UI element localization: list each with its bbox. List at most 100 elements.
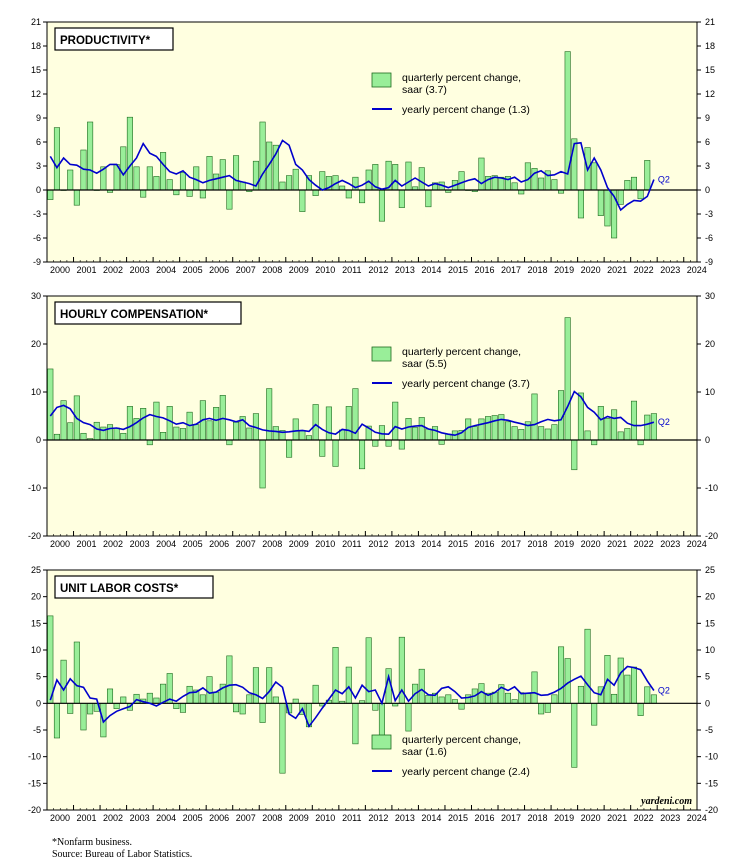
y-tick-label-right: 30 <box>705 291 715 301</box>
bar <box>140 408 147 441</box>
y-tick-label-left: 21 <box>31 17 41 27</box>
bar <box>584 628 591 704</box>
x-tick-label: 2024 <box>687 539 707 549</box>
bar <box>332 439 339 467</box>
x-tick-label: 2015 <box>448 813 468 823</box>
bar <box>319 171 326 191</box>
x-tick-label: 2018 <box>528 265 548 275</box>
x-tick-label: 2003 <box>130 265 150 275</box>
bar <box>179 172 186 191</box>
bar <box>558 646 565 704</box>
bar <box>518 429 525 441</box>
bar <box>511 426 518 441</box>
bar <box>259 121 266 191</box>
bar <box>445 694 452 704</box>
bar <box>206 420 213 441</box>
plot-area <box>46 21 698 263</box>
bar <box>544 428 551 441</box>
bar <box>173 703 180 709</box>
bar <box>418 417 425 441</box>
x-tick-label: 2008 <box>262 265 282 275</box>
bar <box>166 406 173 441</box>
bar <box>312 404 319 441</box>
bar <box>431 426 439 441</box>
bar <box>325 406 332 441</box>
bar <box>120 696 127 704</box>
bar <box>233 155 240 191</box>
bar <box>571 439 578 471</box>
bar <box>299 430 306 441</box>
legend-line-label: yearly percent change (2.4) <box>402 766 530 778</box>
bar <box>458 171 465 191</box>
x-tick-label: 2011 <box>342 813 361 823</box>
bar <box>405 418 412 441</box>
x-tick-label: 2013 <box>395 813 415 823</box>
y-tick-label-left: 15 <box>31 65 41 75</box>
bar <box>491 415 498 441</box>
y-tick-label-right: -20 <box>705 531 718 541</box>
bar <box>345 189 352 199</box>
bar <box>113 427 120 441</box>
legend-bar-swatch <box>371 346 392 362</box>
y-tick-label-left: 5 <box>36 672 41 682</box>
bar <box>385 439 392 447</box>
bar <box>650 413 657 441</box>
x-tick-label: 2008 <box>262 539 282 549</box>
bar <box>153 176 160 191</box>
bar <box>465 694 472 704</box>
bar <box>478 418 485 441</box>
bar <box>365 637 372 704</box>
chart-title: PRODUCTIVITY* <box>60 35 151 47</box>
legend-bar-label: quarterly percent change, saar (1.6) <box>402 734 521 758</box>
y-tick-label-right: 15 <box>705 618 715 628</box>
end-label: Q2 <box>658 417 670 427</box>
bar <box>233 421 240 441</box>
x-tick-label: 2017 <box>501 813 521 823</box>
y-tick-label-right: -9 <box>705 257 713 267</box>
bar <box>577 189 584 219</box>
bar <box>551 179 558 191</box>
bar <box>186 189 193 197</box>
bar <box>524 162 531 191</box>
bar <box>292 698 299 704</box>
x-tick-label: 2012 <box>368 813 388 823</box>
y-tick-label-right: 6 <box>705 137 710 147</box>
bar <box>378 189 385 222</box>
x-tick-label: 2001 <box>77 539 97 549</box>
bar <box>551 694 558 704</box>
y-tick-label-right: 5 <box>705 672 710 682</box>
x-tick-label: 2018 <box>528 539 548 549</box>
y-tick-label-left: 0 <box>36 185 41 195</box>
y-tick-label-left: -15 <box>28 778 41 788</box>
bar <box>438 439 445 445</box>
bar <box>93 421 100 441</box>
bar <box>206 676 213 704</box>
bar <box>372 439 379 447</box>
bar <box>511 182 518 191</box>
x-tick-label: 2020 <box>581 265 601 275</box>
y-tick-label-left: 3 <box>36 161 41 171</box>
x-tick-label: 2001 <box>77 813 97 823</box>
bar <box>67 703 74 714</box>
bar <box>372 703 379 711</box>
x-tick-label: 2021 <box>607 813 627 823</box>
chart-panel-1: -9 -9 -6 -6 -3 -3 0 0 3 3 6 6 9 9 12 12 15 15 18 18 21 21 2000… <box>31 17 715 275</box>
y-tick-label-left: 15 <box>31 618 41 628</box>
y-tick-label-left: 12 <box>31 89 41 99</box>
y-tick-label-right: 10 <box>705 387 715 397</box>
bar <box>644 414 651 441</box>
x-tick-label: 2005 <box>183 539 203 549</box>
x-tick-label: 2020 <box>581 539 601 549</box>
legend-bar-swatch <box>371 72 392 88</box>
y-tick-label-left: 18 <box>31 41 41 51</box>
bar <box>644 686 651 704</box>
bar <box>67 422 74 441</box>
x-tick-label: 2014 <box>421 539 441 549</box>
x-tick-label: 2001 <box>77 265 97 275</box>
bar <box>146 692 153 704</box>
x-tick-label: 2006 <box>209 539 229 549</box>
y-tick-label-left: -10 <box>28 483 41 493</box>
bar <box>226 655 233 704</box>
bar <box>160 683 167 704</box>
bar <box>624 428 631 441</box>
